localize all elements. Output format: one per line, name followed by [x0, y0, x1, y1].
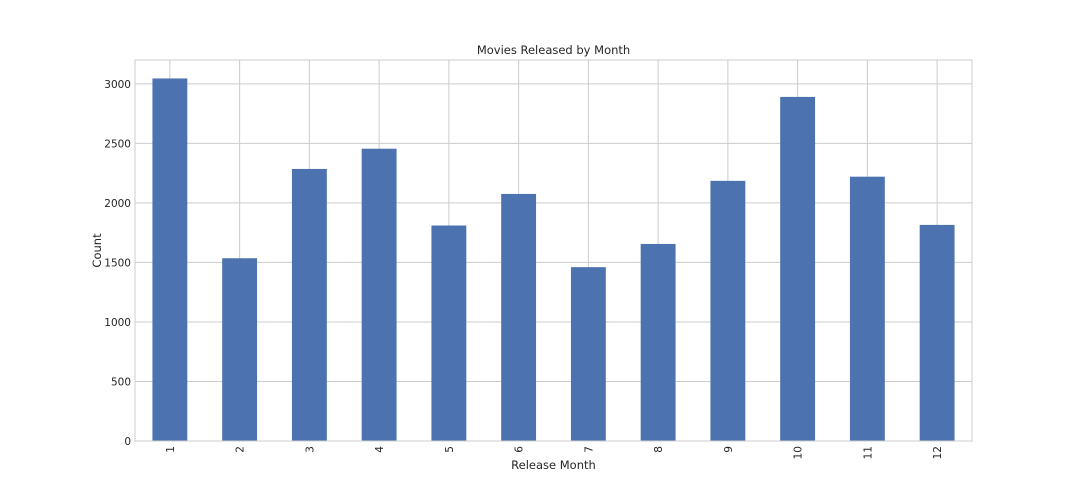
- bars: [152, 78, 955, 442]
- bar-month-1: [152, 78, 188, 442]
- bar-month-12: [919, 224, 955, 441]
- x-tick-label: 11: [862, 446, 874, 459]
- grid-lines: [135, 60, 972, 442]
- plot-frame: [134, 59, 973, 442]
- x-tick-label: 9: [723, 446, 735, 453]
- x-tick-label: 7: [583, 446, 595, 453]
- x-tick-label: 12: [932, 446, 944, 459]
- bar-month-5: [431, 225, 467, 441]
- y-tick-labels: 0 500 1000 1500 2000 2500 3000: [104, 79, 131, 448]
- x-tick-label: 5: [444, 446, 456, 453]
- x-tick-label: 6: [514, 446, 526, 453]
- bar-month-9: [710, 180, 746, 441]
- x-tick-labels: 1 2 3 4 5 6 7 8 9 10 11 12: [165, 446, 944, 460]
- x-tick-label: 1: [165, 446, 177, 453]
- x-tick-label: 3: [304, 446, 316, 453]
- y-tick-label: 1000: [104, 317, 131, 329]
- bar-month-2: [222, 258, 258, 441]
- bar-month-11: [849, 176, 885, 441]
- bar-month-3: [291, 168, 327, 441]
- y-axis-label: Count: [90, 233, 104, 268]
- x-tick-label: 8: [653, 446, 665, 453]
- bar-month-4: [361, 148, 397, 441]
- x-tick-label: 2: [235, 446, 247, 453]
- y-tick-label: 2500: [104, 138, 131, 150]
- y-tick-label: 500: [111, 376, 131, 388]
- bar-month-10: [780, 96, 816, 442]
- y-tick-label: 0: [124, 436, 131, 448]
- x-tick-label: 4: [374, 446, 386, 453]
- bar-month-7: [570, 267, 606, 441]
- x-tick-label: 10: [793, 446, 805, 459]
- y-tick-label: 1500: [104, 257, 131, 269]
- y-tick-label: 3000: [104, 79, 131, 91]
- bar-month-8: [640, 243, 676, 441]
- bar-month-6: [501, 193, 537, 441]
- chart-title: Movies Released by Month: [477, 43, 630, 57]
- x-axis-label: Release Month: [511, 458, 596, 472]
- y-tick-label: 2000: [104, 198, 131, 210]
